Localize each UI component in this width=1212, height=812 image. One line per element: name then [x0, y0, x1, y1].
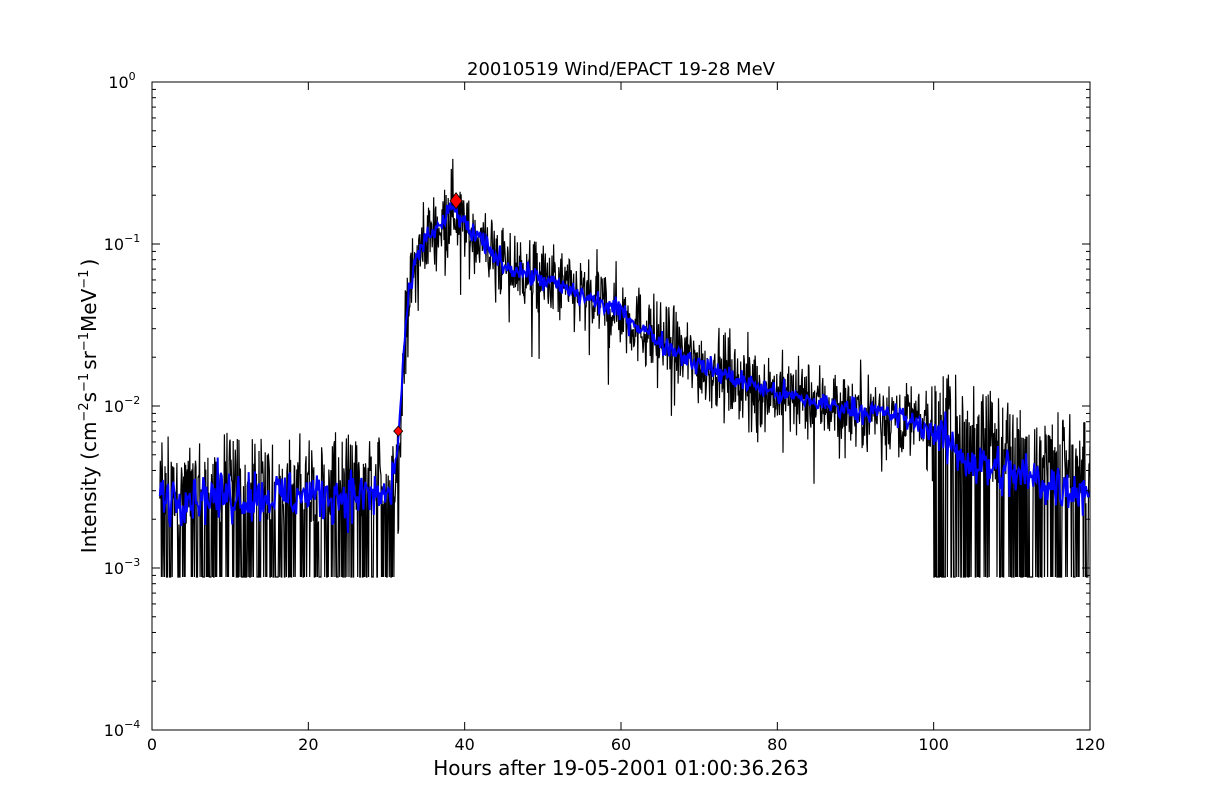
event-markers	[393, 192, 463, 437]
y-axis-label-mev: MeV	[77, 288, 101, 332]
x-tick-label: 120	[1075, 735, 1106, 754]
x-tick-label: 0	[147, 735, 157, 754]
x-tick-label: 20	[298, 735, 318, 754]
y-tick-label: 10−3	[104, 556, 141, 578]
y-axis-label-sr: sr	[77, 350, 101, 369]
x-axis: 0 20 40 60 80 100 120	[147, 82, 1105, 754]
marker-peak	[449, 192, 463, 210]
y-tick-label: 10−1	[104, 232, 141, 254]
y-axis-label-suffix: )	[77, 259, 101, 267]
x-tick-label: 40	[454, 735, 474, 754]
marker-onset	[393, 425, 404, 437]
x-tick-label: 80	[767, 735, 787, 754]
y-axis-label: Intensity (cm−2s−1sr−1MeV−1)	[77, 259, 101, 554]
chart-title: 20010519 Wind/EPACT 19-28 MeV	[467, 59, 776, 80]
y-axis-label-exp4: −1	[77, 270, 92, 289]
series-smoothed-line	[158, 202, 1090, 533]
y-tick-label: 100	[108, 70, 135, 92]
y-tick-label: 10−4	[104, 718, 141, 740]
plot-area	[158, 158, 1090, 578]
y-tick-label: 10−2	[104, 394, 141, 416]
x-axis-label: Hours after 19-05-2001 01:00:36.263	[433, 756, 809, 780]
y-axis: 10−4 10−3 10−2 10−1 100	[104, 70, 1090, 740]
y-axis-label-s: s	[77, 392, 101, 402]
y-axis-label-exp3: −1	[77, 332, 92, 351]
x-tick-label: 100	[918, 735, 949, 754]
y-axis-label-exp1: −2	[77, 402, 92, 421]
x-tick-label: 60	[611, 735, 631, 754]
y-axis-label-exp2: −1	[77, 373, 92, 392]
y-axis-label-prefix: Intensity (cm	[77, 422, 101, 554]
